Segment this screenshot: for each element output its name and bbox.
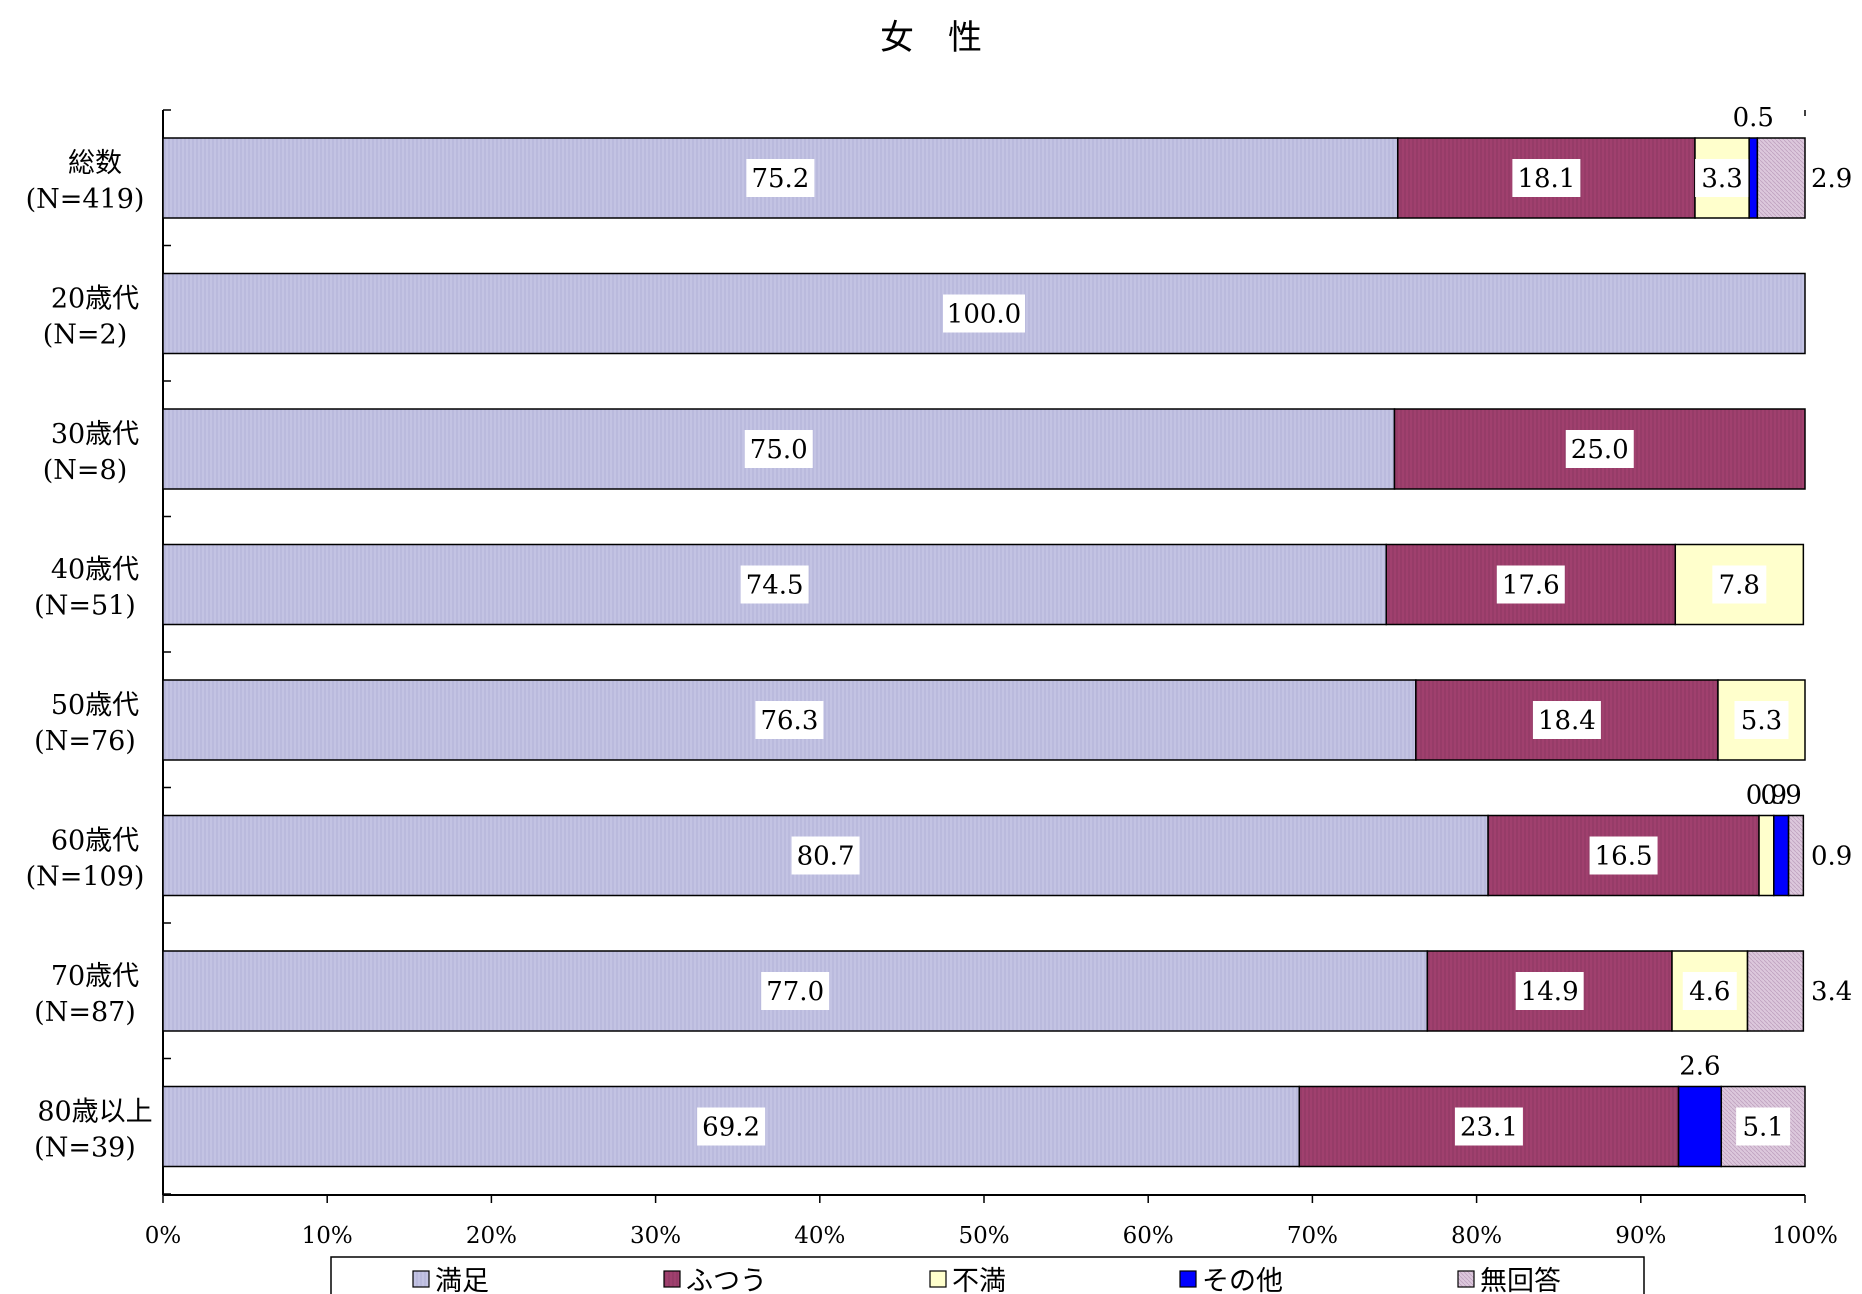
data-label-bg [1695, 159, 1750, 197]
data-label-bg [791, 836, 860, 875]
data-label-bg [1515, 972, 1584, 1010]
x-tick-label: 90% [1615, 1223, 1666, 1249]
category-n-label: (N=51) [34, 591, 136, 622]
legend-label: 無回答 [1480, 1266, 1561, 1294]
data-label: 14.9 [1521, 977, 1579, 1007]
category-n-label: (N=419) [26, 184, 145, 215]
data-label-bg [1512, 159, 1581, 197]
data-label: 18.4 [1538, 706, 1596, 736]
data-label-bg [740, 565, 809, 604]
legend-label: 不満 [952, 1266, 1006, 1294]
category-label: 70歳代 [51, 961, 139, 992]
data-label-bg [1682, 972, 1737, 1010]
x-tick-label: 40% [794, 1223, 845, 1249]
data-label: 74.5 [746, 571, 804, 601]
category-n-label: (N=109) [26, 862, 145, 893]
data-label: 2.9 [1811, 164, 1852, 194]
data-label-bg [1736, 1107, 1791, 1146]
data-label-bg [744, 430, 813, 468]
category-label: 30歳代 [51, 419, 139, 450]
data-label: 4.6 [1689, 977, 1730, 1007]
x-tick-label: 70% [1287, 1223, 1338, 1249]
legend-swatch [1457, 1270, 1475, 1288]
data-label: 0.5 [1733, 103, 1774, 133]
legend-swatch [1179, 1270, 1197, 1288]
data-label: 75.0 [750, 435, 808, 465]
category-n-label: (N=39) [34, 1133, 136, 1164]
data-label-bg [755, 701, 824, 739]
data-label-bg [697, 1107, 766, 1146]
data-label: 77.0 [766, 977, 824, 1007]
x-tick-label: 60% [1123, 1223, 1174, 1249]
legend-swatch [929, 1270, 947, 1288]
x-tick-label: 100% [1772, 1223, 1838, 1249]
data-label-bg [1712, 565, 1767, 604]
data-label: 76.3 [760, 706, 818, 736]
data-label-bg [746, 159, 815, 197]
x-tick-label: 20% [466, 1223, 517, 1249]
x-tick-label: 50% [958, 1223, 1009, 1249]
category-n-label: (N=76) [34, 726, 136, 757]
bar-segment [1748, 137, 1759, 219]
x-tick-label: 80% [1451, 1223, 1502, 1249]
category-label: 50歳代 [51, 690, 139, 721]
data-label: 0.9 [1746, 781, 1787, 811]
data-label: 5.3 [1741, 706, 1782, 736]
legend-swatch [663, 1270, 681, 1288]
data-label: 25.0 [1571, 435, 1629, 465]
bar-segment [1787, 814, 1805, 897]
data-label: 69.2 [702, 1113, 760, 1143]
data-label-bg [1454, 1107, 1523, 1146]
category-n-label: (N=87) [34, 997, 136, 1028]
bar-segment [1677, 1085, 1723, 1168]
data-label: 3.3 [1701, 164, 1742, 194]
category-n-label: (N=2) [43, 320, 128, 351]
data-label: 3.4 [1811, 977, 1852, 1007]
legend-box [330, 1256, 1645, 1294]
data-label-bg [1496, 565, 1565, 604]
data-label-bg [761, 972, 830, 1010]
data-label: 23.1 [1460, 1113, 1518, 1143]
x-tick-label: 30% [630, 1223, 681, 1249]
category-label: 60歳代 [51, 826, 139, 857]
data-label: 2.6 [1679, 1052, 1720, 1082]
data-label: 5.1 [1742, 1113, 1783, 1143]
bar-segment [1746, 950, 1805, 1032]
data-label: 80.7 [797, 842, 855, 872]
data-label: 100.0 [947, 300, 1021, 330]
bar-segment [1758, 814, 1775, 897]
x-tick-label: 10% [302, 1223, 353, 1249]
legend-swatch [412, 1270, 430, 1288]
category-n-label: (N=8) [43, 455, 128, 486]
data-label-bg [1532, 701, 1601, 739]
category-label: 総数 [68, 148, 122, 179]
legend-label: 満足 [435, 1266, 489, 1294]
bar-segment [1773, 814, 1790, 897]
data-label: 75.2 [751, 164, 809, 194]
data-label-bg [943, 294, 1025, 333]
chart-title: 女 性 [880, 18, 982, 58]
data-label: 7.8 [1719, 571, 1760, 601]
data-label-bg [1734, 701, 1789, 739]
bar-segment [1756, 137, 1806, 219]
data-label: 18.1 [1517, 164, 1575, 194]
data-label: 0.9 [1811, 842, 1852, 872]
data-label: 16.5 [1595, 842, 1653, 872]
legend-label: その他 [1202, 1266, 1283, 1294]
category-label: 20歳代 [51, 284, 139, 315]
data-label-bg [1589, 836, 1658, 875]
data-label-bg [1565, 430, 1634, 468]
legend-label: ふつう [686, 1266, 767, 1294]
data-label: 0.9 [1761, 781, 1802, 811]
category-label: 40歳代 [51, 555, 139, 586]
x-tick-label: 0% [145, 1223, 182, 1249]
category-label: 80歳以上 [37, 1097, 152, 1128]
data-label: 17.6 [1502, 571, 1560, 601]
